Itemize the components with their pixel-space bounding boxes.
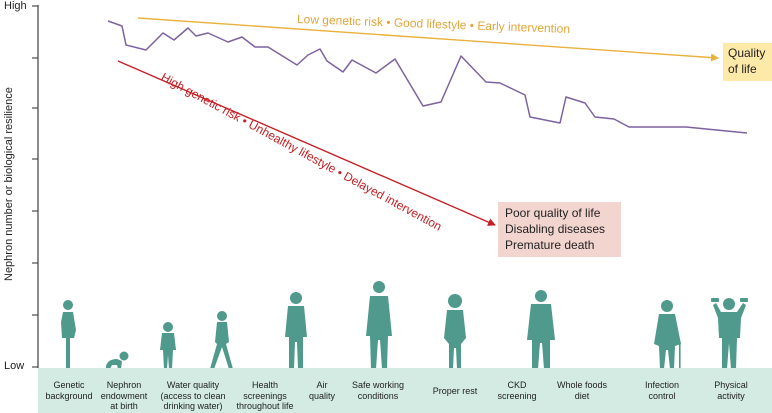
older-man-figure [527, 290, 555, 369]
poor-outcome-line2: Disabling diseases [505, 222, 606, 236]
quality-of-life-box: Quality of life [723, 43, 772, 81]
y-axis-low-label: Low [4, 360, 25, 372]
woman-figure [444, 294, 466, 369]
category-ckd-screening: CKD screening [497, 380, 537, 401]
category-strip [38, 368, 772, 413]
bad-trend-arrow [117, 60, 496, 226]
poor-outcome-box: Poor quality of life Disabling diseases … [498, 202, 621, 257]
quality-of-life-line1: Quality [728, 46, 766, 60]
category-air-quality: Air quality [308, 380, 336, 401]
y-axis-title: Nephron number or biological resilience [3, 87, 15, 281]
y-axis-ticks [32, 5, 38, 368]
resilience-line [107, 20, 748, 134]
infant-crawling-figure [106, 351, 129, 369]
people-figures [61, 281, 748, 369]
weightlifter-figure [711, 298, 748, 369]
category-infection-control: Infection control [644, 380, 680, 401]
category-physical-activity: Physical activity [714, 380, 748, 401]
elderly-woman-with-cane-figure [654, 300, 681, 369]
category-nephron-endowment: Nephron endowment at birth [100, 380, 148, 411]
category-proper-rest: Proper rest [432, 386, 478, 396]
pregnant-person-figure [61, 300, 76, 369]
toddler-figure [160, 322, 176, 369]
category-genetic-background: Genetic background [45, 380, 93, 401]
category-health-screenings: Health screenings throughout life [236, 380, 294, 411]
poor-outcome-line1: Poor quality of life [505, 206, 601, 220]
good-trend-arrow [137, 17, 719, 62]
category-whole-foods-diet: Whole foods diet [556, 380, 608, 401]
tall-man-figure [366, 281, 392, 369]
y-axis-high-label: High [4, 0, 27, 12]
quality-of-life-line2: of life [728, 62, 757, 76]
poor-outcome-line3: Premature death [505, 238, 595, 252]
walking-girl-figure [210, 311, 233, 369]
young-man-figure [285, 292, 307, 369]
category-water-quality: Water quality (access to clean drinking … [160, 380, 226, 411]
category-safe-working-conditions: Safe working conditions [351, 380, 405, 401]
